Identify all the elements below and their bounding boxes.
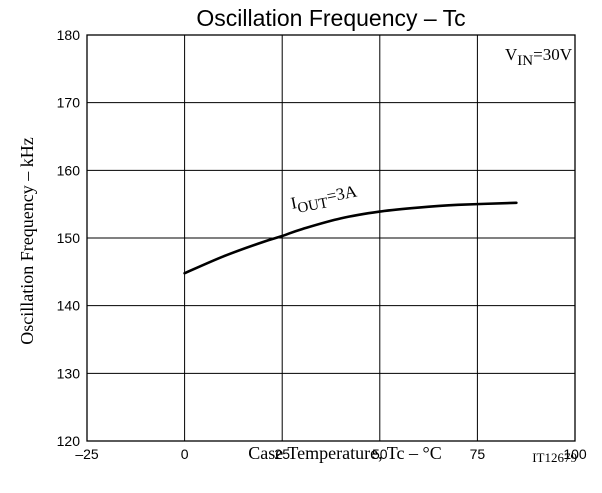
- y-tick-label: 120: [57, 433, 81, 449]
- condition-annotation: VIN=30V: [505, 45, 573, 69]
- y-tick-label: 140: [57, 298, 81, 314]
- chart-title: Oscillation Frequency – Tc: [196, 5, 465, 31]
- y-tick-labels: 120 130 140 150 160 170 180: [57, 27, 81, 449]
- series-layer: [183, 201, 518, 275]
- y-tick-label: 170: [57, 95, 81, 111]
- series-label-main: I: [289, 193, 299, 213]
- condition-main: V: [505, 45, 518, 64]
- grid: [87, 35, 575, 441]
- x-axis-label: Case Temperature, Tc – °C: [248, 443, 441, 463]
- y-tick-label: 130: [57, 365, 81, 381]
- series-line: [183, 201, 518, 275]
- x-tick-label: 100: [563, 446, 587, 462]
- y-tick-label: 180: [57, 27, 81, 43]
- condition-rest: =30V: [533, 45, 573, 64]
- x-tick-label: –25: [75, 446, 99, 462]
- plot-frame: [86, 34, 576, 442]
- x-tick-label: 75: [470, 446, 486, 462]
- condition-sub: IN: [517, 53, 533, 69]
- x-tick-labels: –25 0 25 50 75 100: [75, 446, 587, 462]
- x-tick-label: 50: [372, 446, 388, 462]
- y-axis-label: Oscillation Frequency – kHz: [17, 137, 37, 344]
- y-tick-label: 150: [57, 230, 81, 246]
- series-label-rest: =3A: [325, 181, 359, 206]
- x-tick-label: 0: [181, 446, 189, 462]
- series-label-sub: OUT: [296, 195, 329, 217]
- series-label: IOUT=3A: [289, 181, 360, 217]
- y-tick-label: 160: [57, 162, 81, 178]
- x-tick-label: 25: [274, 446, 290, 462]
- figure-code: IT12679: [532, 450, 577, 465]
